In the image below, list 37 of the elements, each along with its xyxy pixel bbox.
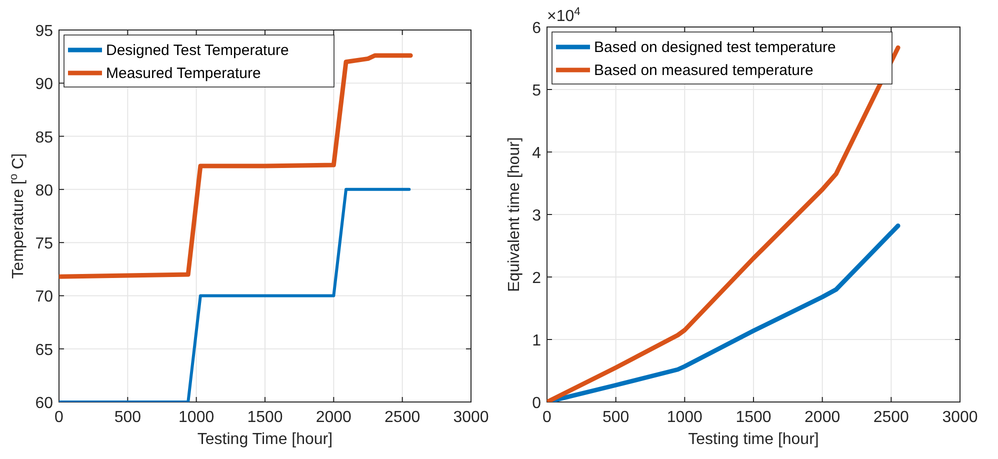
x-tick-label: 2000 (804, 409, 840, 426)
x-tick-label: 0 (542, 409, 552, 426)
x-tick-label: 0 (54, 409, 64, 426)
y-tick-label: 80 (35, 182, 54, 200)
y-tick-label: 3 (532, 208, 542, 224)
y-tick-label: 5 (532, 82, 542, 100)
y-tick-label: 2 (532, 270, 542, 287)
y-tick-label: 1 (532, 332, 542, 350)
y-tick-label: 60 (35, 395, 54, 412)
y-axis-title: Equivalent time [hour] (506, 137, 523, 292)
x-tick-label: 500 (602, 409, 630, 426)
x-tick-label: 3000 (942, 409, 978, 426)
y-tick-label: 90 (35, 76, 54, 94)
y-tick-label: 4 (532, 145, 542, 162)
legend-label: Based on measured temperature (594, 62, 814, 79)
y-tick-label: 95 (35, 23, 54, 40)
y-tick-label: 85 (35, 129, 54, 146)
x-tick-label: 1500 (247, 409, 283, 426)
x-tick-label: 3000 (453, 409, 489, 426)
x-axis-title: Testing time [hour] (688, 431, 819, 448)
x-tick-label: 2500 (384, 409, 420, 426)
x-axis-title: Testing Time [hour] (197, 431, 333, 448)
y-tick-label: 0 (532, 395, 542, 412)
legend-label: Based on designed test temperature (594, 39, 836, 56)
y-tick-label: 75 (35, 236, 54, 253)
legend-label: Designed Test Temperature (106, 42, 289, 59)
y-tick-label: 6 (532, 20, 542, 37)
x-tick-label: 1000 (178, 409, 214, 426)
text: ×10$^{4}$ (547, 6, 580, 25)
y-tick-label: 65 (35, 342, 54, 359)
y-tick-label: 70 (35, 288, 54, 306)
x-tick-label: 1000 (666, 409, 703, 426)
legend-label: Measured Temperature (106, 65, 261, 82)
x-tick-label: 1500 (736, 409, 772, 426)
x-tick-label: 500 (114, 409, 142, 426)
x-tick-label: 2500 (873, 409, 910, 426)
x-tick-label: 2000 (316, 409, 352, 426)
